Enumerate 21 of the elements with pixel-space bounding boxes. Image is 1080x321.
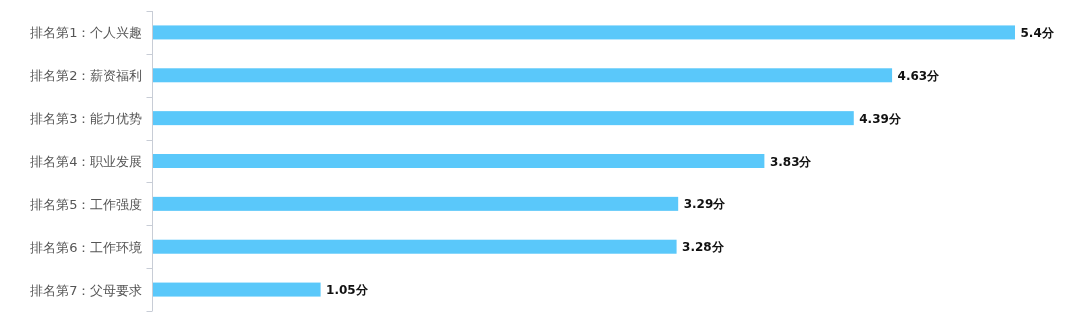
y-tick-label: 排名第1：个人兴趣: [30, 25, 143, 41]
bar: [153, 239, 677, 254]
data-label: 3.28分: [682, 240, 725, 255]
data-label: 1.05分: [326, 283, 369, 298]
y-tick-label: 排名第7：父母要求: [30, 282, 143, 298]
y-tick-label: 排名第6：工作环境: [30, 239, 143, 255]
bar: [153, 25, 1015, 40]
bar: [153, 111, 854, 126]
data-label: 5.4分: [1020, 25, 1055, 40]
data-label: 3.29分: [683, 197, 727, 212]
data-label: 3.83分: [769, 154, 813, 169]
y-tick-label: 排名第4：职业发展: [30, 154, 143, 169]
bar: [153, 196, 679, 211]
data-label: 4.39分: [859, 111, 902, 126]
y-tick-label: 排名第2：薪资福利: [30, 68, 143, 84]
y-tick-label: 排名第3：能力优势: [30, 111, 143, 127]
data-label: 4.63分: [897, 68, 941, 83]
y-tick-label: 排名第5：工作强度: [30, 196, 143, 212]
bar: [153, 68, 893, 83]
bar: [153, 282, 321, 297]
bar: [153, 154, 765, 168]
